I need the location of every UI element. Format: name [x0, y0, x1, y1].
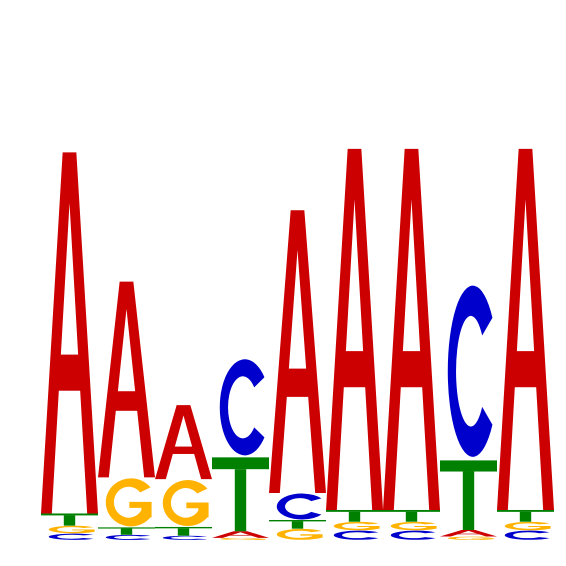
letter-G-glyph — [276, 528, 323, 540]
letter-C-glyph — [162, 535, 208, 540]
letter-A-glyph — [155, 405, 212, 480]
letter-G-glyph — [219, 537, 266, 540]
logo-column-8 — [440, 285, 497, 540]
logo-column-1 — [41, 152, 98, 540]
letter-A-glyph — [326, 148, 383, 510]
letter-G-glyph — [162, 480, 209, 526]
letter-C-glyph — [390, 530, 436, 540]
letter-T-glyph — [212, 457, 269, 532]
letter-A-glyph — [269, 210, 326, 494]
letter-A-glyph — [212, 531, 269, 538]
logo-columns — [41, 148, 554, 540]
letter-A-glyph — [41, 152, 98, 514]
logo-column-5 — [269, 210, 326, 540]
letter-A-glyph — [98, 281, 155, 478]
letter-T-glyph — [269, 519, 326, 529]
letter-T-glyph — [98, 527, 155, 535]
letter-T-glyph — [155, 526, 212, 536]
letter-C-glyph — [48, 533, 94, 540]
letter-A-glyph — [383, 148, 440, 510]
logo-column-6 — [326, 148, 383, 540]
letter-T-glyph — [497, 509, 554, 522]
letter-A-glyph — [440, 530, 497, 537]
letter-T-glyph — [440, 460, 497, 530]
letter-A-glyph — [497, 148, 554, 510]
letter-T-glyph — [383, 509, 440, 522]
letter-G-glyph — [504, 521, 551, 531]
letter-G-glyph — [105, 478, 152, 527]
letter-C-glyph — [504, 530, 550, 540]
letter-C-glyph — [219, 359, 265, 456]
letter-G-glyph — [390, 521, 437, 531]
logo-column-2 — [98, 281, 155, 540]
letter-G-glyph — [48, 525, 95, 534]
letter-T-glyph — [326, 509, 383, 522]
letter-G-glyph — [333, 521, 380, 531]
letter-T-glyph — [41, 513, 98, 526]
logo-column-7 — [383, 148, 440, 540]
logo-column-3 — [155, 405, 212, 540]
logo-column-9 — [497, 148, 554, 540]
letter-C-glyph — [105, 534, 151, 540]
logo-column-4 — [212, 359, 269, 540]
letter-G-glyph — [447, 536, 494, 540]
letter-C-glyph — [447, 285, 493, 457]
letter-C-glyph — [333, 530, 379, 540]
letter-C-glyph — [276, 493, 322, 520]
